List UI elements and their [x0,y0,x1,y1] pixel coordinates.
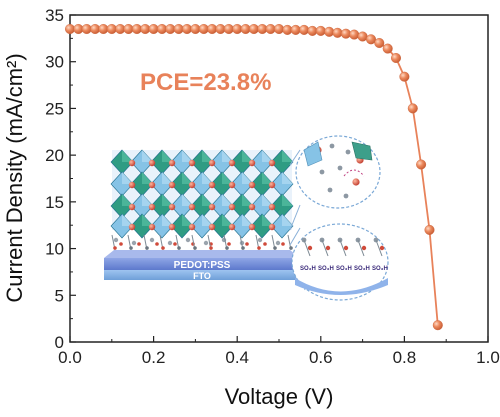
data-point [148,24,159,35]
pce-annotation: PCE=23.8% [140,69,271,96]
data-point [299,24,310,35]
data-point [140,24,151,35]
data-point [64,24,75,35]
data-point [181,24,192,35]
x-tick-label: 1.0 [476,348,500,367]
pedot-pss-label: PEDOT:PSS [174,260,231,271]
so3h-label: SO₃H [336,266,352,272]
data-point [98,24,109,35]
data-point [399,71,410,82]
pedot-pss-layer: PEDOT:PSS [104,250,300,271]
so3h-label: SO₃H [318,266,334,272]
y-axis: 0 5 10 15 20 25 30 35 [45,6,76,352]
data-point [274,24,285,35]
data-point [165,24,176,35]
data-point [382,43,393,54]
y-tick-label: 0 [55,333,64,352]
device-structure-inset: PEDOT:PSS FTO SO₃H SO₃H SO₃H SO₃H SO₃H [104,135,389,301]
data-point [223,24,234,35]
y-tick-label: 30 [45,53,64,72]
x-axis: 0.0 0.2 0.4 0.6 0.8 1.0 [58,336,500,367]
data-point [190,24,201,35]
zoom-circle-bottom: SO₃H SO₃H SO₃H SO₃H SO₃H [291,223,389,301]
data-point [349,29,360,40]
so3h-label: SO₃H [354,266,370,272]
data-point [232,24,243,35]
y-tick-label: 25 [45,99,64,118]
data-point [265,24,276,35]
data-point [374,38,385,49]
y-tick-label: 20 [45,146,64,165]
x-tick-label: 0.0 [58,348,82,367]
data-point [307,25,318,36]
data-point [416,159,427,170]
data-point [207,24,218,35]
data-point [106,24,117,35]
data-point [123,24,134,35]
data-point [81,24,92,35]
zoom-circle-top [295,135,381,209]
data-point [340,28,351,39]
y-tick-label: 15 [45,193,64,212]
data-point [391,53,402,64]
series-layer [64,24,443,331]
y-tick-label: 10 [45,240,64,259]
data-point [324,26,335,37]
data-point [432,320,443,331]
perovskite-lattice-picture [110,149,294,246]
fto-label: FTO [193,271,211,281]
data-point [315,25,326,36]
y-tick-label: 35 [45,6,64,25]
data-point [332,27,343,38]
data-point [290,24,301,35]
x-tick-label: 0.2 [142,348,166,367]
x-axis-title: Voltage (V) [225,384,334,409]
data-point [424,224,435,235]
fto-layer: FTO [104,270,300,281]
data-point [248,24,259,35]
y-tick-label: 5 [55,286,64,305]
so3h-label: SO₃H [300,266,316,272]
x-tick-label: 0.4 [225,348,249,367]
x-tick-label: 0.8 [393,348,417,367]
x-tick-label: 0.6 [309,348,333,367]
sam-molecules-picture [111,234,293,251]
data-point [357,31,368,42]
data-point [407,103,418,114]
data-point [366,34,377,45]
y-axis-title: Current Density (mA/cm²) [2,53,27,302]
so3h-label: SO₃H [372,266,388,272]
